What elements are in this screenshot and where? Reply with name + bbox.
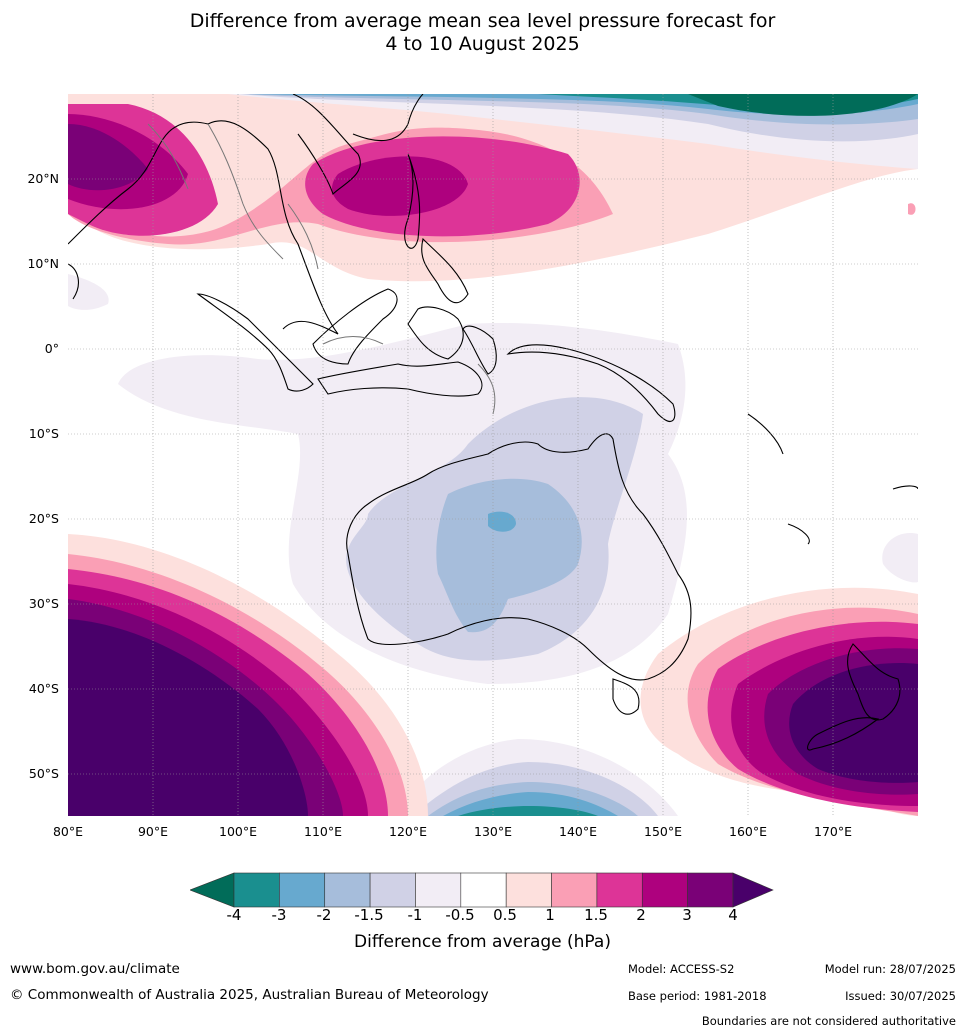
- lat-label-20s: 20°S: [28, 511, 59, 526]
- lon-label-80e: 80°E: [52, 824, 84, 839]
- lon-label-100e: 100°E: [218, 824, 258, 839]
- colorbar-segment: [460, 872, 507, 908]
- colorbar-tick: 0.5: [493, 906, 517, 924]
- website-link[interactable]: www.bom.gov.au/climate: [10, 961, 180, 977]
- model-text: Model: ACCESS-S2: [628, 962, 735, 976]
- base-period-text: Base period: 1981-2018: [628, 989, 767, 1003]
- lon-label-160e: 160°E: [728, 824, 768, 839]
- pressure-anomaly-map: [68, 94, 918, 816]
- south-negative-anomaly: [398, 739, 678, 816]
- colorbar-segment: [551, 872, 598, 908]
- lat-label-50s: 50°S: [28, 766, 59, 781]
- colorbar-tick: -0.5: [445, 906, 475, 924]
- map-svg: [68, 94, 918, 816]
- colorbar-segment: [415, 872, 462, 908]
- colorbar-tick: -2: [316, 906, 332, 924]
- country-borders: [147, 123, 496, 415]
- coastlines: [68, 94, 918, 751]
- colorbar-tick: -1: [407, 906, 423, 924]
- colorbar-segment: [233, 872, 280, 908]
- colorbar-tick: 3: [682, 906, 692, 924]
- title-line-2: 4 to 10 August 2025: [385, 33, 580, 55]
- central-negative-anomaly: [118, 323, 687, 684]
- disclaimer-text: Boundaries are not considered authoritat…: [701, 1014, 956, 1028]
- lon-label-90e: 90°E: [137, 824, 169, 839]
- lon-label-110e: 110°E: [303, 824, 343, 839]
- colorbar-over-triangle: [732, 872, 774, 908]
- colorbar-under-triangle: [190, 872, 235, 908]
- colorbar-tick: -1.5: [354, 906, 384, 924]
- colorbar-title: Difference from average (hPa): [354, 932, 611, 952]
- model-run-text: Model run: 28/07/2025: [824, 962, 956, 976]
- lon-label-150e: 150°E: [643, 824, 683, 839]
- copyright-text: © Commonwealth of Australia 2025, Austra…: [10, 987, 489, 1003]
- colorbar: [190, 872, 774, 908]
- title-line-1: Difference from average mean sea level p…: [189, 10, 776, 32]
- lat-label-10s: 10°S: [28, 426, 59, 441]
- map-title: Difference from average mean sea level p…: [0, 10, 965, 56]
- colorbar-tick: 1.5: [584, 906, 608, 924]
- colorbar-segment: [369, 872, 416, 908]
- graticule: [68, 94, 918, 816]
- colorbar-segment: [641, 872, 688, 908]
- lat-label-0: 0°: [44, 341, 59, 356]
- colorbar-segment: [596, 872, 643, 908]
- lat-label-40s: 40°S: [28, 681, 59, 696]
- colorbar-segment: [687, 872, 734, 908]
- issued-text: Issued: 30/07/2025: [845, 989, 956, 1003]
- lon-label-130e: 130°E: [473, 824, 513, 839]
- lon-label-170e: 170°E: [813, 824, 853, 839]
- southwest-positive-anomaly: [68, 534, 428, 816]
- colorbar-tick: -3: [271, 906, 287, 924]
- lat-label-30s: 30°S: [28, 596, 59, 611]
- lat-label-20n: 20°N: [27, 171, 59, 186]
- lat-label-10n: 10°N: [27, 256, 59, 271]
- colorbar-tick: 2: [636, 906, 646, 924]
- lon-label-120e: 120°E: [388, 824, 428, 839]
- colorbar-tick: -4: [226, 906, 242, 924]
- southeast-positive-anomaly: [640, 587, 918, 816]
- north-negative-anomaly: [228, 94, 918, 169]
- colorbar-tick: 4: [728, 906, 738, 924]
- lon-label-140e: 140°E: [558, 824, 598, 839]
- colorbar-segment: [324, 872, 371, 908]
- colorbar-segment: [505, 872, 552, 908]
- colorbar-tick: 1: [545, 906, 555, 924]
- colorbar-segment: [279, 872, 326, 908]
